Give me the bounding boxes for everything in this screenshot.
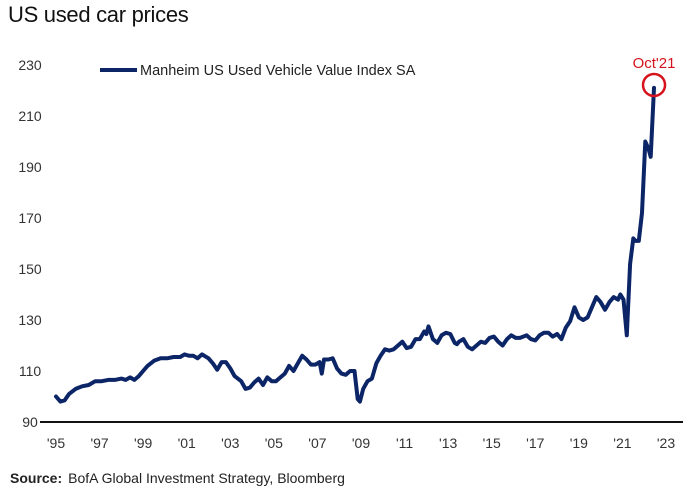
x-tick-label: '05 [265, 435, 283, 451]
x-tick-label: '23 [657, 435, 675, 451]
annotation: Oct'21 [633, 55, 676, 98]
annotation-label: Oct'21 [633, 55, 676, 72]
x-tick-label: '01 [178, 435, 196, 451]
annotation-circle [641, 72, 667, 98]
y-tick-label: 90 [22, 414, 38, 430]
x-axis-ticks: '95 '97 '99 '01 '03 '05 '07 '09 '11 '13 '15 '17 '19 '… [47, 435, 675, 451]
y-tick-label: 150 [18, 261, 42, 277]
y-tick-label: 190 [18, 159, 42, 175]
x-tick-label: '97 [90, 435, 108, 451]
y-tick-label: 210 [18, 108, 42, 124]
x-tick-label: '17 [526, 435, 544, 451]
legend: Manheim US Used Vehicle Value Index SA [100, 63, 416, 79]
source-label: Source: [10, 470, 63, 486]
y-tick-label: 130 [18, 312, 42, 328]
x-tick-label: '11 [396, 435, 413, 451]
x-tick-label: '99 [134, 435, 152, 451]
legend-label: Manheim US Used Vehicle Value Index SA [140, 63, 416, 79]
x-tick-label: '03 [221, 435, 239, 451]
y-tick-label: 170 [18, 210, 42, 226]
x-tick-label: '19 [570, 435, 588, 451]
x-tick-label: '13 [439, 435, 457, 451]
y-tick-label: 230 [18, 57, 42, 73]
y-axis-ticks: 90 110 130 150 170 190 210 230 [18, 57, 42, 430]
y-tick-label: 110 [19, 363, 42, 379]
source-note: Source: BofA Global Investment Strategy, … [10, 470, 345, 486]
x-tick-label: '21 [613, 435, 631, 451]
x-tick-label: '95 [47, 435, 65, 451]
chart-title: US used car prices [8, 2, 189, 27]
x-tick-label: '07 [308, 435, 326, 451]
source-text: BofA Global Investment Strategy, Bloombe… [68, 470, 345, 486]
x-tick-label: '09 [352, 435, 370, 451]
x-tick-label: '15 [483, 435, 501, 451]
series-line-manheim-index [54, 85, 656, 404]
